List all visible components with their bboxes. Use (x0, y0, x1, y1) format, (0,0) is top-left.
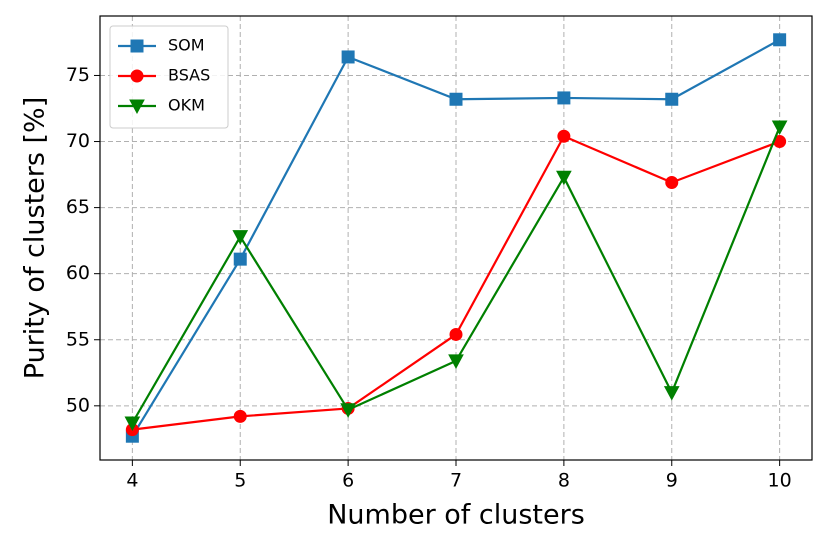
x-tick-label: 7 (450, 470, 462, 492)
y-tick-label: 70 (66, 130, 90, 152)
x-tick-label: 6 (342, 470, 354, 492)
marker (665, 176, 679, 189)
marker (663, 386, 680, 401)
marker (233, 252, 247, 266)
x-tick-label: 9 (666, 470, 678, 492)
marker (130, 39, 144, 53)
y-tick-label: 55 (66, 328, 90, 350)
x-axis-label: Number of clusters (327, 500, 585, 531)
y-tick-label: 65 (66, 196, 90, 218)
x-tick-label: 10 (768, 470, 792, 492)
marker (449, 327, 463, 341)
x-tick-label: 5 (234, 470, 246, 492)
marker (341, 50, 355, 64)
marker (340, 403, 356, 418)
marker (665, 92, 679, 106)
marker (124, 416, 141, 432)
y-tick-label: 50 (66, 394, 90, 416)
legend-text: OKM (168, 96, 205, 115)
marker (130, 69, 144, 83)
marker (773, 33, 787, 47)
plot-frame (99, 15, 813, 461)
x-tick-label: 4 (126, 470, 138, 492)
legend-text: SOM (168, 36, 205, 55)
x-tick-label: 8 (558, 470, 570, 492)
marker (556, 170, 572, 186)
y-tick-label: 75 (66, 64, 90, 86)
marker (557, 91, 571, 105)
marker (129, 99, 145, 115)
marker (232, 230, 249, 245)
y-tick-label: 60 (66, 262, 90, 284)
marker (448, 354, 464, 369)
marker (233, 409, 247, 423)
y-axis-label: Purity of clusters [%] (20, 97, 51, 379)
legend-text: BSAS (168, 66, 210, 85)
marker (449, 92, 463, 106)
marker (771, 120, 788, 136)
marker (557, 129, 571, 143)
